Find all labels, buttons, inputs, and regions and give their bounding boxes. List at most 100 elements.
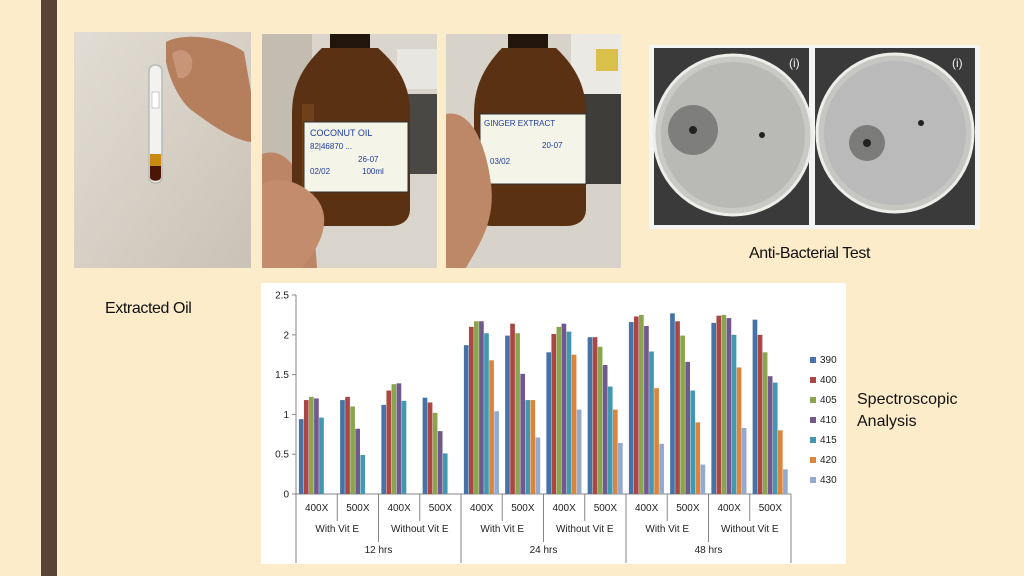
bar-430 [659, 443, 664, 494]
spectroscopic-caption-line1: Spectroscopic [857, 391, 958, 408]
legend-swatch-430 [810, 477, 816, 483]
group-label: With Vit E [645, 524, 689, 535]
bar-410 [520, 373, 526, 494]
bar-410 [726, 318, 732, 494]
legend-label-410: 410 [820, 415, 837, 426]
category-label: 400X [470, 503, 494, 514]
bar-410 [355, 428, 361, 494]
bar-405 [309, 396, 314, 494]
bar-405 [350, 406, 355, 494]
bar-410 [396, 383, 402, 494]
bar-430 [741, 427, 747, 494]
bar-400 [551, 334, 557, 494]
bar-415 [401, 400, 407, 494]
bar-390 [505, 335, 510, 494]
category-label: 400X [387, 503, 411, 514]
legend-swatch-415 [810, 437, 816, 443]
bar-420 [612, 409, 618, 494]
category-label: 500X [429, 503, 453, 514]
category-label: 400X [635, 503, 659, 514]
bar-400 [386, 390, 392, 494]
legend-swatch-390 [810, 357, 816, 363]
bar-410 [767, 376, 773, 494]
spectroscopic-bar-chart: 0 0.5 1 1.5 2 2.5 400X 500X 400X 500X 400X 500X 400X… [261, 283, 846, 564]
bar-390 [752, 319, 758, 494]
bar-390 [628, 322, 634, 494]
bar-420 [777, 430, 783, 494]
bar-430 [535, 437, 541, 494]
bar-405 [680, 335, 685, 494]
bar-420 [736, 367, 742, 494]
bar-420 [530, 400, 536, 494]
legend-label-420: 420 [820, 455, 837, 466]
bottle2-label-line3: 03/02 [490, 157, 511, 166]
bar-390 [381, 404, 387, 494]
category-label: 400X [552, 503, 576, 514]
bar-410 [561, 323, 567, 494]
bar-430 [576, 409, 582, 494]
category-label: 400X [717, 503, 741, 514]
bar-415 [525, 400, 531, 494]
bar-405 [432, 412, 438, 494]
y-tick-label: 2 [283, 330, 289, 341]
bottle1-label-line1: COCONUT OIL [310, 128, 372, 138]
y-tick-label: 0 [283, 490, 289, 501]
bar-405 [597, 346, 603, 494]
bar-400 [345, 396, 350, 494]
bar-415 [360, 454, 366, 494]
bar-420 [654, 388, 659, 494]
bar-400 [757, 334, 763, 494]
chart-svg: 0 0.5 1 1.5 2 2.5 400X 500X 400X 500X 400X 500X 400X… [275, 291, 837, 563]
bottle1-label-line3: 26-07 [358, 155, 379, 164]
legend-label-400: 400 [820, 375, 837, 386]
petri-tag-2: (i) [952, 56, 963, 70]
extracted-oil-caption: Extracted Oil [105, 300, 192, 317]
coconut-oil-bottle-photo: COCONUT OIL 82|46870 ... 26-07 02/02 100… [262, 34, 437, 268]
bar-430 [700, 464, 706, 494]
bar-405 [762, 352, 768, 494]
bar-400 [716, 315, 722, 494]
bottle1-label-line5: 100ml [362, 167, 384, 176]
legend-swatch-405 [810, 397, 816, 403]
group-label: With Vit E [315, 524, 359, 535]
spectroscopic-caption: Spectroscopic Analysis [857, 389, 958, 433]
bar-415 [690, 390, 696, 494]
bottle1-label-line2: 82|46870 ... [310, 142, 352, 151]
bar-400 [675, 321, 680, 494]
bar-410 [602, 365, 608, 494]
bar-415 [649, 351, 654, 494]
bar-405 [391, 384, 397, 494]
category-label: 400X [305, 503, 329, 514]
bar-390 [546, 352, 552, 494]
bottle1-label-line4: 02/02 [310, 167, 331, 176]
bar-430 [494, 411, 499, 494]
legend-label-405: 405 [820, 395, 837, 406]
bar-400 [303, 400, 309, 494]
bar-410 [685, 361, 691, 494]
bar-400 [633, 316, 639, 494]
petri-dish-photo: (i) (i) [649, 45, 980, 229]
bar-415 [607, 386, 613, 494]
bar-430 [618, 443, 623, 494]
bar-390 [463, 345, 469, 494]
category-label: 500X [676, 503, 700, 514]
group-label: With Vit E [480, 524, 524, 535]
bar-430 [783, 469, 788, 494]
time-label: 12 hrs [365, 545, 393, 556]
bar-415 [566, 331, 572, 494]
bar-415 [484, 333, 489, 494]
anti-bacterial-caption: Anti-Bacterial Test [749, 245, 871, 262]
bar-405 [515, 333, 520, 494]
bar-390 [340, 400, 345, 494]
bar-420 [695, 422, 701, 494]
bar-415 [731, 334, 737, 494]
bar-420 [489, 360, 494, 494]
bar-390 [711, 322, 717, 494]
bar-420 [571, 354, 577, 494]
legend-label-415: 415 [820, 435, 837, 446]
time-label: 48 hrs [695, 545, 723, 556]
bar-405 [721, 314, 727, 494]
legend-swatch-400 [810, 377, 816, 383]
bar-400 [510, 323, 515, 494]
spectroscopic-caption-line2: Analysis [857, 413, 917, 430]
